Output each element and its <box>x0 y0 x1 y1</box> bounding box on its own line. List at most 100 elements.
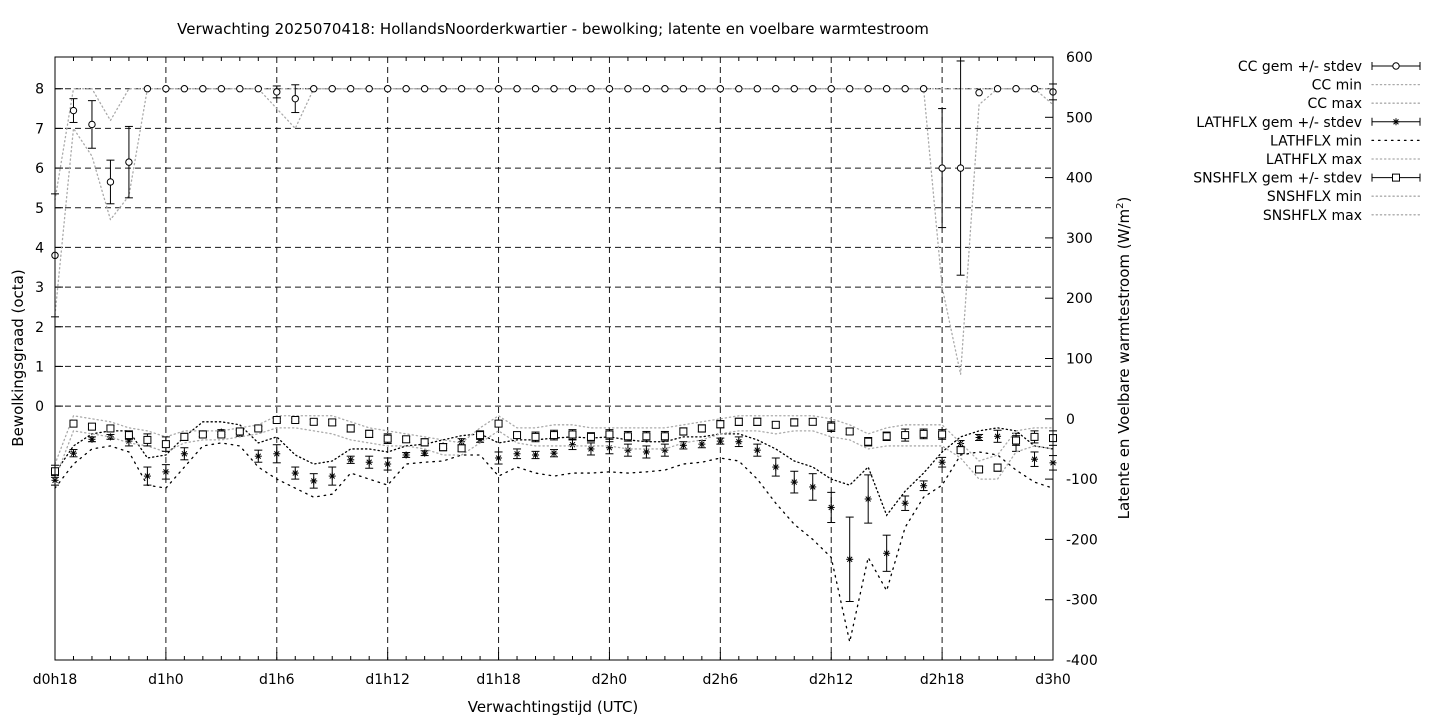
y-left-tick-label: 8 <box>35 82 44 98</box>
series-lathflx-point <box>310 477 318 485</box>
series-lathflx-point-stroke <box>828 504 835 511</box>
series-lathflx-point <box>69 449 77 457</box>
series-cc-point <box>882 85 891 93</box>
series-cc-point <box>661 85 669 93</box>
series-snshflx-point <box>87 422 96 431</box>
series-lathflx-point-stroke <box>791 479 798 485</box>
series-snshflx-point <box>901 431 910 440</box>
series-cc-point <box>254 85 262 93</box>
series-lathflx-point <box>384 460 392 468</box>
series-lathflx-point <box>901 499 909 507</box>
series-lathflx-point-stroke <box>273 450 280 457</box>
series-lathflx-point-stroke <box>588 446 594 452</box>
y-left-tick-label: 4 <box>35 240 44 256</box>
series-lathflx-point-stroke <box>902 500 908 507</box>
series-snshflx-point <box>550 431 558 440</box>
series-lathflx-point <box>180 450 188 458</box>
y-left-tick-label: 3 <box>35 280 44 296</box>
series-cc-point <box>273 88 281 96</box>
legend-sample-marker <box>1392 62 1400 70</box>
series-cc-point <box>679 85 688 93</box>
series-lathflx-point-stroke <box>144 473 151 479</box>
series-lathflx-point-stroke <box>310 478 317 484</box>
series-snshflx-point <box>993 463 1002 472</box>
series-snshflx-point <box>1030 432 1039 441</box>
series-lathflx-point-stroke <box>181 450 188 457</box>
series-snshflx-point <box>494 419 503 428</box>
series-lathflx-point-stroke <box>347 457 354 463</box>
y-left-tick-label: 0 <box>35 399 44 415</box>
series-lathflx-point-stroke <box>699 441 705 447</box>
x-tick-label: d3h0 <box>1035 672 1071 688</box>
series-cc-point <box>383 85 392 93</box>
series-snshflx-point <box>845 427 854 436</box>
series-snshflx-point <box>660 432 669 441</box>
legend-label: CC gem +/- stdev <box>1238 59 1362 75</box>
series-lathflx-point-stroke <box>551 450 557 456</box>
series-lathflx-point-stroke <box>736 438 742 445</box>
series-lathflx-point <box>938 458 946 466</box>
series-lathflx-point <box>273 450 281 458</box>
series-snshflx-point <box>291 416 300 425</box>
series-cc-point <box>698 85 706 93</box>
series-cc-point <box>439 85 447 93</box>
series-lathflx-point-stroke <box>292 470 299 476</box>
series-cc-point <box>975 89 983 97</box>
series-cc-point <box>790 85 798 93</box>
series-cc-point <box>217 85 226 93</box>
series-cc-point <box>328 85 336 93</box>
y-left-tick-label: 1 <box>35 359 44 375</box>
y-right-tick-label: -400 <box>1066 653 1098 669</box>
series-lathflx-point-stroke <box>255 453 262 459</box>
series-lathflx-point <box>587 445 595 453</box>
x-tick-label: d1h6 <box>259 672 295 688</box>
legend: CC gem +/- stdev CC min CC max LATHFLX gem … <box>1193 59 1421 224</box>
series-snshflx-point <box>531 432 540 441</box>
series-cc-point <box>993 85 1002 93</box>
series-lathflx-point-stroke <box>920 482 927 489</box>
series-snshflx <box>51 415 1057 480</box>
series-cc-min-line <box>54 88 1054 375</box>
series-lathflx-point-stroke <box>625 447 631 453</box>
x-tick-label: d1h18 <box>476 672 520 688</box>
series-lathflx-point-stroke <box>532 452 539 458</box>
legend-label: CC min <box>1312 78 1362 94</box>
series-lathflx-point-stroke <box>754 447 761 453</box>
legend-label: CC max <box>1307 96 1362 112</box>
series-snshflx-point <box>420 438 429 447</box>
series-snshflx-point <box>956 446 965 455</box>
series-lathflx-point-stroke <box>569 441 576 448</box>
series-snshflx-point <box>716 420 725 429</box>
series-lathflx-point-stroke <box>939 459 945 466</box>
series-lathflx-point <box>790 478 798 486</box>
series-snshflx-point <box>938 430 947 439</box>
series-lathflx-min-line <box>54 442 1054 643</box>
y-left-tick-label: 6 <box>35 161 44 177</box>
series-lathflx-point <box>994 432 1002 440</box>
series-cc-point <box>347 85 355 93</box>
series-lathflx-point <box>827 503 835 511</box>
series-cc-point <box>864 85 872 93</box>
series-cc-point <box>919 85 928 93</box>
series-snshflx-point <box>476 431 485 440</box>
series-lathflx-point-stroke <box>384 461 391 467</box>
legend-sample-marker <box>1392 173 1400 182</box>
series-lathflx-point <box>365 458 373 466</box>
series-lathflx-point-stroke <box>846 556 853 563</box>
series-snshflx-point <box>124 431 133 440</box>
y-right-tick-label: 100 <box>1066 352 1093 368</box>
series-snshflx-point <box>217 430 226 439</box>
series-cc-point <box>291 94 299 103</box>
x-tick-label: d0h18 <box>33 672 77 688</box>
series-lathflx-point <box>920 482 928 490</box>
y-right-tick-label: 500 <box>1066 110 1093 126</box>
series-lathflx-point-stroke <box>662 447 668 453</box>
series-lathflx-point-stroke <box>458 438 465 445</box>
series-cc-point <box>310 85 318 93</box>
y-right-axis-label: Latente en Voelbare warmtestroom (W/m2) <box>1115 197 1133 520</box>
series-lathflx-point-stroke <box>329 473 336 479</box>
legend-label: SNSHFLX gem +/- stdev <box>1193 171 1362 187</box>
series-lathflx <box>51 421 1057 643</box>
y-right-tick-label: -300 <box>1066 593 1098 609</box>
